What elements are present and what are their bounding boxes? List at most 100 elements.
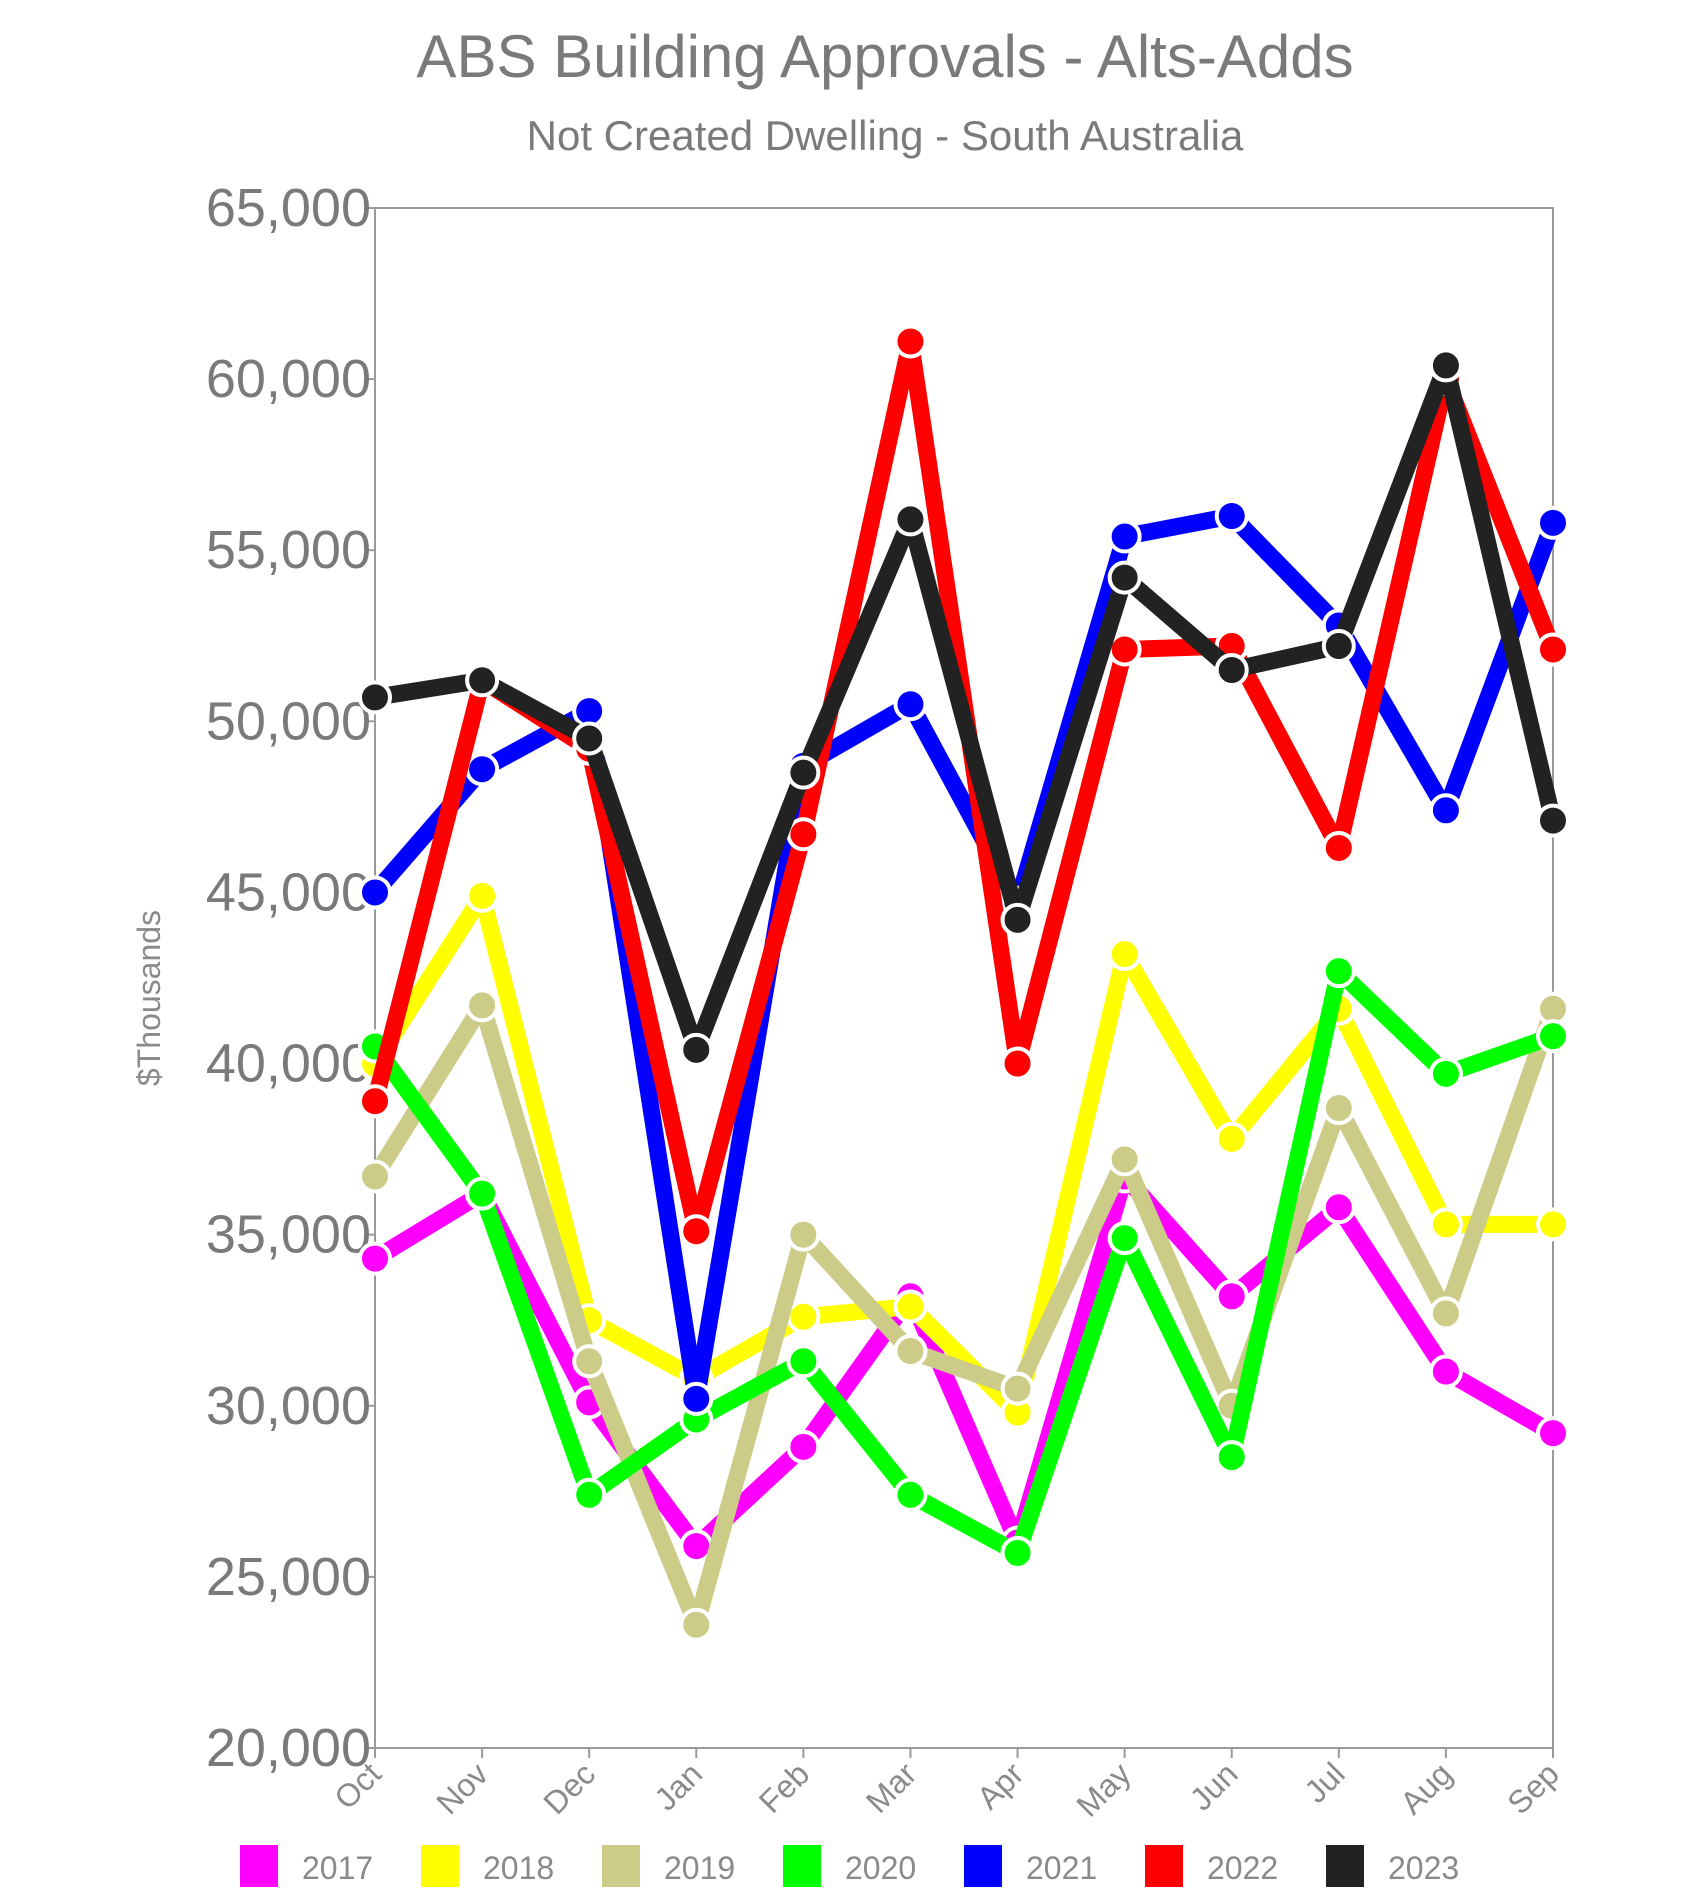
data-point-2020: [465, 1176, 500, 1211]
legend-swatch-2017: [240, 1845, 278, 1887]
data-point-2021: [1107, 519, 1142, 554]
y-tick-label: 45,000: [206, 862, 371, 922]
data-point-2019: [1000, 1371, 1035, 1406]
legend-label-2017: 2017: [302, 1850, 373, 1886]
legend-label-2018: 2018: [483, 1850, 554, 1886]
chart-title: ABS Building Approvals - Alts-Adds: [416, 23, 1354, 90]
y-tick-label: 65,000: [206, 178, 371, 238]
series-2020: [358, 954, 1570, 1570]
data-point-2017: [1321, 1190, 1356, 1225]
data-point-2020: [1000, 1535, 1035, 1570]
data-point-2019: [572, 1344, 607, 1379]
data-point-2018: [1107, 937, 1142, 972]
data-point-2018: [786, 1299, 821, 1334]
data-point-2019: [1107, 1142, 1142, 1177]
x-tick-label: Mar: [859, 1755, 924, 1820]
series-line-2018: [366, 887, 1562, 1422]
data-point-2021: [358, 875, 392, 910]
data-point-2021: [893, 687, 928, 722]
data-point-2022: [1000, 1046, 1035, 1081]
data-point-2023: [465, 663, 500, 698]
data-point-2023: [1428, 348, 1463, 383]
legend-label-2021: 2021: [1026, 1850, 1097, 1886]
legend-swatch-2018: [421, 1845, 459, 1887]
data-point-2019: [679, 1607, 714, 1642]
legend-swatch-2023: [1326, 1845, 1364, 1887]
data-point-2022: [358, 1084, 392, 1119]
data-point-2018: [465, 878, 500, 913]
data-point-2023: [1536, 803, 1570, 838]
data-point-2021: [1428, 793, 1463, 828]
x-tick-label: Jun: [1183, 1755, 1245, 1817]
data-point-2021: [1536, 505, 1570, 540]
data-point-2023: [358, 680, 392, 715]
data-point-2017: [1214, 1279, 1249, 1314]
x-tick-label: May: [1069, 1755, 1137, 1823]
data-point-2017: [358, 1241, 392, 1276]
data-point-2023: [1321, 629, 1356, 664]
y-tick-label: 40,000: [206, 1034, 371, 1094]
x-tick-label: Feb: [752, 1755, 816, 1819]
data-point-2018: [1428, 1207, 1463, 1242]
data-point-2021: [465, 752, 500, 787]
series-line-2017: [366, 1167, 1562, 1555]
data-point-2020: [572, 1477, 607, 1512]
y-tick-label: 20,000: [206, 1718, 371, 1778]
data-point-2019: [893, 1334, 928, 1369]
data-point-2020: [786, 1344, 821, 1379]
data-point-2017: [1428, 1354, 1463, 1389]
data-point-2022: [1321, 830, 1356, 865]
data-point-2018: [1536, 1207, 1570, 1242]
data-point-2021: [679, 1381, 714, 1416]
legend-label-2019: 2019: [664, 1850, 735, 1886]
data-point-2022: [679, 1214, 714, 1249]
data-point-2023: [893, 502, 928, 537]
data-point-2017: [1536, 1416, 1570, 1451]
x-tick-label: Jul: [1297, 1755, 1351, 1809]
legend-label-2020: 2020: [845, 1850, 916, 1886]
data-point-2020: [1321, 954, 1356, 989]
legend-label-2022: 2022: [1207, 1850, 1278, 1886]
data-point-2023: [1107, 560, 1142, 595]
x-tick-label: Sep: [1500, 1755, 1566, 1821]
series-line-2020: [366, 962, 1562, 1562]
data-point-2023: [786, 755, 821, 790]
x-tick-label: Dec: [536, 1755, 602, 1821]
y-tick-label: 25,000: [206, 1547, 371, 1607]
y-tick-label: 60,000: [206, 349, 371, 409]
series-2023: [358, 348, 1570, 1067]
x-tick-label: Jan: [647, 1755, 709, 1817]
data-point-2019: [1321, 1091, 1356, 1126]
data-point-2022: [1536, 632, 1570, 667]
data-point-2020: [893, 1477, 928, 1512]
data-point-2018: [893, 1289, 928, 1324]
data-point-2018: [1214, 1121, 1249, 1156]
data-point-2020: [1214, 1440, 1249, 1475]
x-tick-label: Aug: [1393, 1755, 1459, 1821]
data-point-2020: [1428, 1056, 1463, 1091]
series-line-2019: [366, 996, 1562, 1634]
x-tick-label: Apr: [970, 1755, 1031, 1816]
chart-subtitle: Not Created Dwelling - South Australia: [526, 112, 1244, 159]
legend-swatch-2021: [964, 1845, 1002, 1887]
plot-frame: [374, 207, 1554, 1749]
data-point-2017: [786, 1429, 821, 1464]
y-tick-label: 35,000: [206, 1205, 371, 1265]
series-line-2023: [366, 356, 1562, 1059]
data-point-2019: [465, 988, 500, 1023]
legend-swatch-2022: [1145, 1845, 1183, 1887]
y-tick-label: 55,000: [206, 520, 371, 580]
data-point-2022: [893, 324, 928, 359]
legend-swatch-2020: [783, 1845, 821, 1887]
data-point-2021: [1214, 499, 1249, 533]
y-axis-label: $Thousands: [131, 910, 167, 1086]
x-tick-label: Nov: [429, 1755, 495, 1821]
series-2019: [358, 988, 1570, 1642]
data-point-2023: [572, 721, 607, 756]
data-point-2022: [786, 817, 821, 852]
y-tick-label: 50,000: [206, 691, 371, 751]
data-point-2019: [1428, 1296, 1463, 1331]
data-point-2019: [786, 1217, 821, 1252]
data-point-2020: [1107, 1221, 1142, 1256]
